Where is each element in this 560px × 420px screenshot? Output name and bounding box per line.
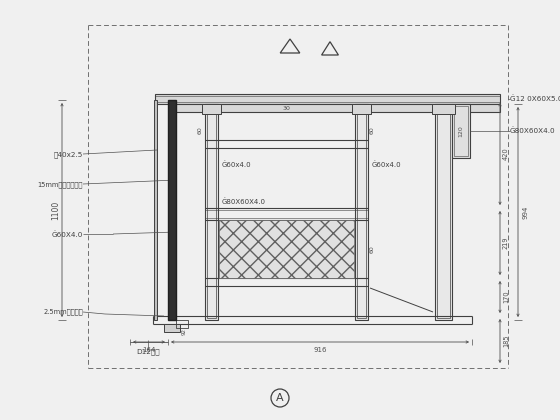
Text: 2.5mm铝板装饰: 2.5mm铝板装饰: [43, 309, 83, 315]
Text: 420: 420: [503, 147, 509, 160]
Text: 170: 170: [503, 291, 509, 303]
Text: 164: 164: [142, 347, 156, 353]
Bar: [219, 220, 354, 278]
Text: Ġ60X4.0: Ġ60X4.0: [52, 231, 83, 239]
Bar: [452, 104, 470, 158]
Bar: [168, 100, 176, 320]
Text: 60: 60: [370, 126, 375, 134]
Bar: [164, 324, 180, 332]
Bar: [207, 106, 216, 318]
Bar: [352, 104, 371, 114]
Text: 916: 916: [313, 347, 326, 353]
Bar: [437, 106, 450, 318]
Bar: [355, 104, 368, 320]
Text: Ġ60x4.0: Ġ60x4.0: [222, 162, 251, 168]
Text: 60: 60: [370, 245, 375, 253]
Bar: [205, 104, 218, 320]
Text: 60: 60: [198, 126, 203, 134]
Text: 994: 994: [523, 205, 529, 219]
Text: 15mm镀锌锻板管排: 15mm镀锌锻板管排: [38, 182, 83, 188]
Bar: [202, 104, 221, 114]
Text: D12高强: D12高强: [136, 349, 160, 355]
Bar: [454, 106, 468, 156]
Text: 185: 185: [503, 335, 509, 347]
Text: 219: 219: [503, 237, 509, 249]
Bar: [357, 106, 366, 318]
Bar: [170, 104, 500, 112]
Text: 120: 120: [459, 125, 464, 137]
Text: A: A: [276, 393, 284, 403]
Bar: [154, 100, 157, 320]
Text: Ġ80X60X4.0: Ġ80X60X4.0: [510, 128, 556, 134]
Text: 1100: 1100: [52, 200, 60, 220]
Text: Ġ12 0X60X5.0: Ġ12 0X60X5.0: [510, 96, 560, 102]
Bar: [435, 104, 452, 320]
Bar: [176, 320, 188, 328]
Text: 方40x2.5: 方40x2.5: [54, 152, 83, 158]
Bar: [155, 94, 500, 104]
Text: Ġ80X60X4.0: Ġ80X60X4.0: [222, 199, 266, 205]
Text: 92: 92: [181, 328, 186, 335]
Text: 30: 30: [283, 105, 291, 110]
Bar: [432, 104, 455, 114]
Text: Ġ60x4.0: Ġ60x4.0: [372, 162, 402, 168]
